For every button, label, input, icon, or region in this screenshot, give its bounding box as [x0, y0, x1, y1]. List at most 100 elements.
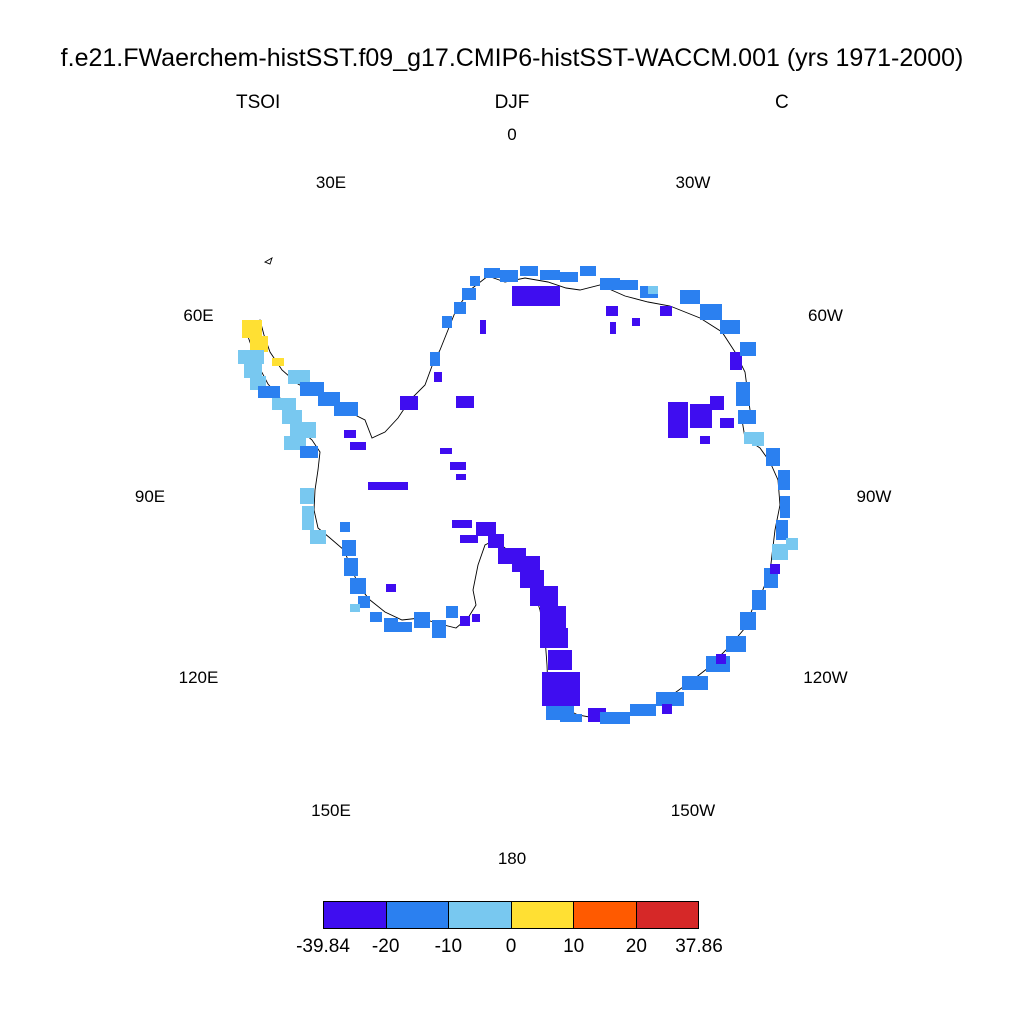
tsoi-cell	[778, 470, 790, 490]
colorbar-box-1	[324, 902, 387, 928]
tsoi-cell	[776, 520, 788, 540]
tsoi-cell	[740, 612, 756, 630]
coastline	[244, 275, 781, 719]
island-outline	[263, 257, 273, 265]
lon-label-2: 60E	[183, 306, 214, 325]
tsoi-cell	[272, 358, 284, 366]
tsoi-cell	[780, 496, 790, 518]
colorbar-box-6	[636, 902, 698, 928]
tsoi-cell	[630, 704, 656, 716]
tsoi-cell	[488, 534, 504, 548]
lon-label-1: 30E	[315, 173, 347, 193]
colorbar-label-4: 10	[563, 936, 585, 957]
tsoi-cell	[648, 286, 658, 294]
colorbar-label-2: -10	[434, 936, 463, 957]
tsoi-cell	[258, 386, 280, 398]
colorbar-label-3: 0	[505, 936, 517, 957]
tsoi-cells	[238, 266, 798, 724]
tsoi-cell	[720, 418, 734, 428]
tsoi-cell	[350, 604, 360, 612]
lon-label-7: 150W	[670, 800, 716, 820]
tsoi-cell	[350, 578, 366, 594]
tsoi-cell	[700, 304, 722, 320]
tsoi-cell	[520, 266, 538, 276]
colorbar-label-1: -20	[371, 936, 400, 957]
tsoi-cell	[460, 535, 478, 543]
lon-label-11: 30W	[675, 173, 711, 193]
tsoi-cell	[300, 488, 314, 504]
tsoi-cell	[500, 270, 518, 282]
tsoi-cell	[310, 530, 326, 544]
tsoi-cell	[610, 322, 616, 334]
tsoi-cell	[520, 570, 544, 588]
tsoi-cell	[340, 522, 350, 532]
tsoi-cell	[470, 276, 480, 286]
tsoi-cell	[440, 448, 452, 454]
tsoi-cell	[548, 650, 572, 670]
tsoi-cell	[368, 482, 408, 490]
lon-label-0: 0	[507, 125, 517, 144]
tsoi-cell	[344, 430, 356, 438]
tsoi-cell	[540, 270, 560, 280]
colorbar-box-5	[574, 902, 637, 928]
lon-label-5: 150E	[311, 800, 351, 820]
tsoi-cell	[680, 290, 700, 304]
tsoi-cell	[462, 288, 476, 300]
lon-label-8: 120W	[803, 668, 848, 687]
tsoi-cell	[456, 474, 466, 480]
lon-label-9: 90W	[856, 487, 892, 506]
units-label: C	[775, 92, 789, 113]
tsoi-cell	[772, 544, 788, 560]
colorbar-label-0: -39.84	[296, 936, 350, 957]
tsoi-cell	[430, 352, 440, 366]
season-label: DJF	[494, 92, 530, 113]
tsoi-cell	[512, 286, 560, 306]
lon-label-6: 180	[497, 849, 527, 868]
tsoi-cell	[398, 622, 412, 632]
tsoi-cell	[786, 538, 798, 550]
tsoi-cell	[752, 590, 766, 610]
tsoi-cell	[384, 618, 398, 632]
tsoi-cell	[720, 320, 740, 334]
tsoi-cell	[580, 266, 596, 276]
tsoi-cell	[238, 350, 264, 364]
tsoi-cell	[700, 436, 710, 444]
tsoi-cell	[730, 352, 742, 370]
tsoi-cell	[606, 306, 618, 316]
tsoi-cell	[386, 584, 396, 592]
tsoi-cell	[434, 372, 442, 382]
tsoi-cell	[300, 446, 318, 458]
tsoi-cell	[560, 272, 578, 282]
colorbar	[323, 901, 699, 929]
tsoi-cell	[432, 620, 446, 638]
tsoi-cell	[770, 564, 780, 574]
tsoi-cell	[766, 448, 780, 466]
colorbar-box-2	[386, 902, 449, 928]
tsoi-cell	[344, 558, 358, 576]
tsoi-cell	[446, 606, 458, 618]
tsoi-cell	[414, 612, 430, 628]
tsoi-cell	[656, 692, 684, 706]
tsoi-cell	[716, 654, 726, 664]
tsoi-cell	[600, 278, 620, 290]
tsoi-cell	[272, 398, 296, 410]
tsoi-cell	[250, 336, 268, 352]
tsoi-cell	[452, 520, 472, 528]
tsoi-cell	[740, 342, 756, 356]
tsoi-cell	[726, 636, 746, 652]
tsoi-cell	[540, 628, 568, 648]
tsoi-cell	[460, 616, 470, 626]
lon-label-3: 90E	[134, 487, 166, 506]
tsoi-cell	[662, 704, 672, 714]
tsoi-cell	[660, 306, 672, 316]
tsoi-cell	[456, 396, 474, 408]
tsoi-cell	[302, 506, 314, 530]
tsoi-cell	[632, 318, 640, 326]
tsoi-cell	[450, 462, 466, 470]
variable-label: TSOI	[236, 92, 281, 113]
tsoi-cell	[480, 320, 486, 334]
tsoi-cell	[454, 302, 466, 314]
tsoi-cell	[334, 402, 358, 416]
tsoi-cell	[342, 540, 356, 556]
